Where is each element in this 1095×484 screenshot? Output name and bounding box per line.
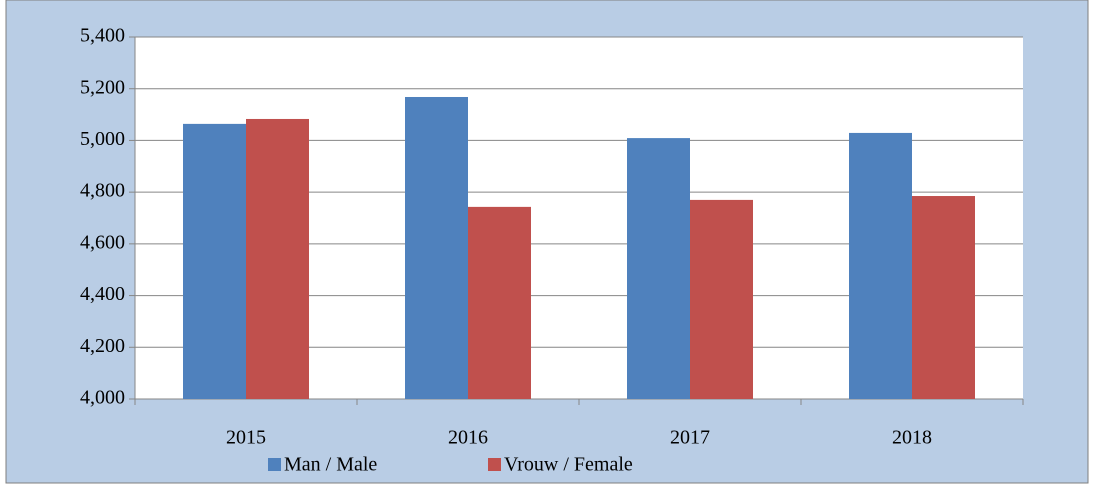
y-tick-label: 4,000	[80, 387, 125, 409]
bar	[183, 123, 246, 399]
x-tick-label: 2018	[892, 427, 932, 449]
y-tick-label: 4,200	[80, 335, 125, 357]
y-tick-label: 4,600	[80, 231, 125, 253]
bar	[468, 206, 531, 399]
y-tick-label: 4,800	[80, 180, 125, 202]
bar	[912, 196, 975, 399]
y-tick-label: 5,400	[80, 25, 125, 47]
x-tick-label: 2016	[448, 427, 488, 449]
bar	[690, 199, 753, 399]
y-tick-label: 5,000	[80, 128, 125, 150]
legend-label: Vrouw / Female	[504, 454, 633, 476]
legend-label: Man / Male	[284, 454, 377, 476]
bar	[246, 118, 309, 400]
y-tick-label: 5,200	[80, 76, 125, 98]
legend-swatch	[268, 458, 281, 471]
x-tick-label: 2015	[226, 427, 266, 449]
legend-swatch	[488, 458, 501, 471]
x-tick-label: 2017	[670, 427, 710, 449]
y-tick-label: 4,400	[80, 283, 125, 305]
bar	[849, 132, 912, 399]
bar	[627, 138, 690, 399]
bar	[405, 96, 468, 399]
